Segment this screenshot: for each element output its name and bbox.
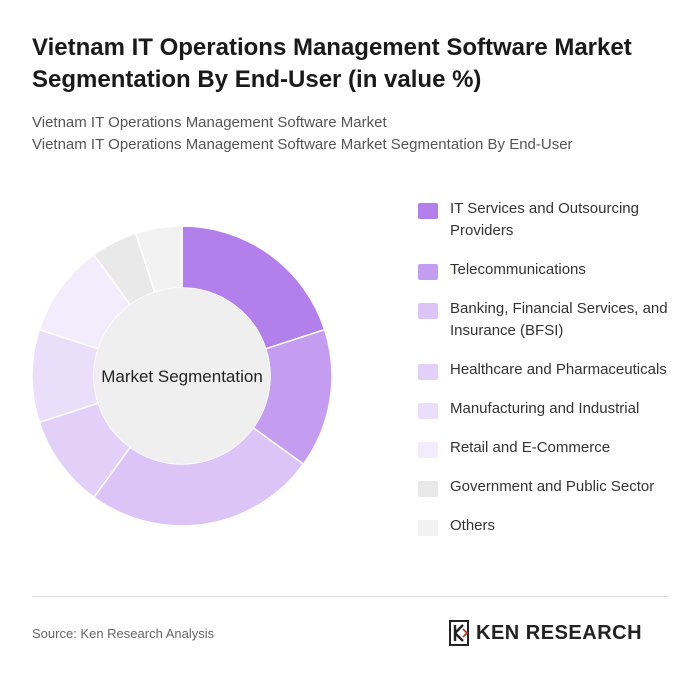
legend-swatch bbox=[418, 520, 438, 536]
legend-label: Banking, Financial Services, and Insuran… bbox=[450, 300, 668, 339]
subtitle: Vietnam IT Operations Management Softwar… bbox=[32, 112, 682, 156]
legend-item[interactable]: Telecommunications bbox=[418, 259, 688, 281]
donut-chart-svg: Market Segmentation bbox=[32, 226, 332, 526]
legend-item[interactable]: Banking, Financial Services, and Insuran… bbox=[418, 298, 688, 342]
legend-label: Healthcare and Pharmaceuticals bbox=[450, 361, 667, 378]
legend-item[interactable]: Healthcare and Pharmaceuticals bbox=[418, 359, 688, 381]
legend-label: Government and Public Sector bbox=[450, 478, 655, 495]
legend-swatch bbox=[418, 264, 438, 280]
legend-swatch bbox=[418, 364, 438, 380]
subtitle-line-1: Vietnam IT Operations Management Softwar… bbox=[32, 114, 387, 131]
chart-title: Vietnam IT Operations Management Softwar… bbox=[32, 34, 632, 93]
legend-swatch bbox=[418, 403, 438, 419]
chart-legend: IT Services and Outsourcing Providers Tel… bbox=[418, 198, 688, 554]
footer-divider bbox=[32, 596, 668, 597]
legend-item[interactable]: Manufacturing and Industrial bbox=[418, 398, 688, 420]
donut-center bbox=[94, 288, 270, 464]
legend-swatch bbox=[418, 442, 438, 458]
donut-center-label: Market Segmentation bbox=[101, 367, 263, 386]
ken-research-logo-icon bbox=[449, 620, 469, 646]
legend-item[interactable]: Government and Public Sector bbox=[418, 476, 688, 498]
legend-label: Manufacturing and Industrial bbox=[450, 400, 640, 417]
legend-item[interactable]: Others bbox=[418, 515, 688, 537]
subtitle-line-2: Vietnam IT Operations Management Softwar… bbox=[32, 136, 573, 153]
brand-name: KEN RESEARCH bbox=[476, 621, 643, 644]
legend-swatch bbox=[418, 303, 438, 319]
legend-label: Telecommunications bbox=[450, 261, 586, 278]
legend-label: Others bbox=[450, 517, 496, 534]
legend-label: Retail and E-Commerce bbox=[450, 439, 611, 456]
brand-logo: KEN RESEARCH bbox=[448, 619, 642, 647]
source-note: Source: Ken Research Analysis bbox=[32, 626, 215, 641]
legend-swatch bbox=[418, 481, 438, 497]
legend-swatch bbox=[418, 203, 438, 219]
legend-label: IT Services and Outsourcing Providers bbox=[450, 200, 639, 239]
legend-item[interactable]: Retail and E-Commerce bbox=[418, 437, 688, 459]
donut-chart: Market Segmentation bbox=[32, 226, 332, 526]
legend-item[interactable]: IT Services and Outsourcing Providers bbox=[418, 198, 688, 242]
